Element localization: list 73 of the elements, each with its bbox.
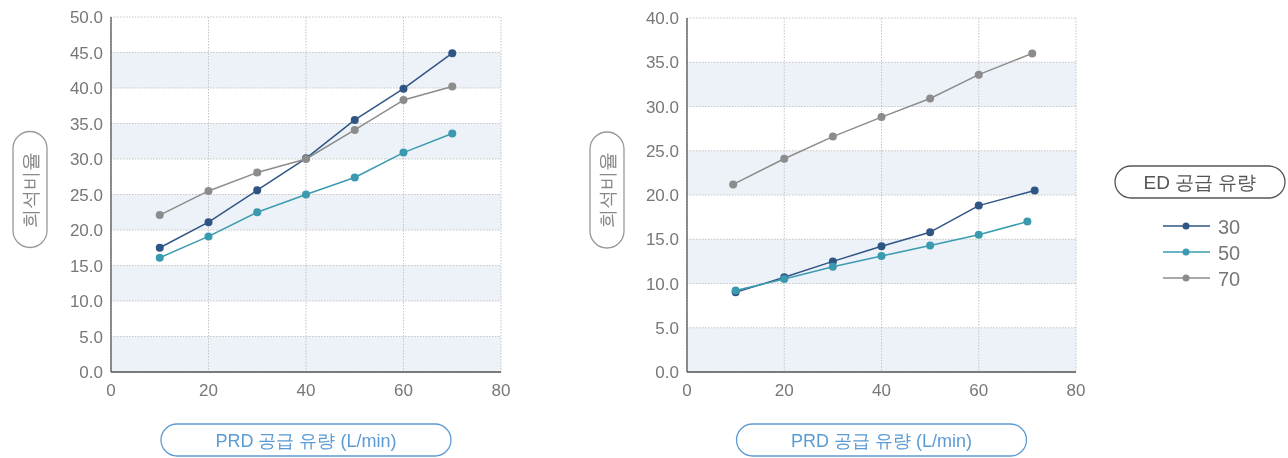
- point: [926, 228, 935, 237]
- y-tick-label: 35.0: [69, 114, 103, 134]
- x-tick-label: 20: [199, 381, 218, 400]
- point: [155, 243, 164, 252]
- point: [926, 241, 935, 250]
- point: [350, 115, 359, 124]
- x-tick-label: 60: [394, 381, 413, 400]
- x-tick-label: 80: [1066, 381, 1086, 400]
- y-tick-label: 15.0: [69, 256, 103, 276]
- y-tick-label: 45.0: [69, 43, 103, 63]
- x-tick-label: 0: [106, 381, 116, 400]
- y-tick-label: 30.0: [645, 97, 679, 117]
- legend-label: 30: [1218, 216, 1241, 238]
- y-tick-label: 5.0: [79, 327, 103, 347]
- y-tick-label: 30.0: [69, 150, 103, 169]
- point: [828, 132, 837, 141]
- point: [1030, 186, 1039, 195]
- y-tick-label: 25.0: [645, 141, 679, 161]
- point: [204, 218, 213, 227]
- y-tick-label: 40.0: [645, 9, 679, 28]
- point: [729, 180, 738, 189]
- point: [448, 82, 457, 91]
- point: [155, 253, 164, 262]
- legend-label: 50: [1218, 242, 1241, 264]
- x-tick-label: 20: [774, 381, 794, 400]
- point: [399, 148, 408, 157]
- x-tick-label: 40: [872, 381, 891, 400]
- point: [204, 186, 213, 195]
- point: [253, 186, 262, 195]
- x-tick-label: 60: [969, 381, 989, 400]
- y-tick-label: 5.0: [655, 318, 679, 338]
- point: [448, 129, 457, 138]
- point: [974, 201, 983, 210]
- x-axis-title: PRD 공급 유량 (L/min): [215, 431, 397, 451]
- point: [253, 208, 262, 217]
- point: [877, 113, 886, 122]
- point: [448, 49, 457, 58]
- y-axis-title: 희석비율: [597, 152, 618, 228]
- y-tick-label: 40.0: [69, 79, 103, 98]
- x-tick-label: 80: [491, 381, 511, 400]
- point: [302, 190, 310, 199]
- point: [155, 211, 164, 220]
- point: [1023, 217, 1032, 226]
- y-tick-label: 20.0: [69, 221, 103, 240]
- point: [1028, 49, 1037, 58]
- point: [253, 168, 262, 177]
- y-tick-label: 0.0: [655, 363, 679, 382]
- point: [399, 84, 408, 93]
- y-axis-title: 희석비율: [20, 151, 41, 228]
- point: [350, 125, 359, 134]
- point: [828, 262, 837, 271]
- point: [974, 70, 983, 79]
- point: [877, 252, 886, 261]
- y-tick-label: 0.0: [79, 363, 103, 382]
- legend-title: ED 공급 유량: [1143, 172, 1257, 193]
- y-tick-label: 35.0: [645, 53, 679, 73]
- y-tick-label: 25.0: [69, 185, 103, 205]
- point: [350, 173, 359, 182]
- point: [204, 232, 213, 241]
- y-tick-label: 10.0: [69, 292, 103, 311]
- x-tick-label: 40: [296, 381, 316, 400]
- point: [926, 94, 935, 103]
- x-tick-label: 0: [682, 381, 692, 400]
- point: [974, 230, 983, 239]
- y-tick-label: 15.0: [645, 230, 679, 250]
- point: [399, 96, 408, 105]
- y-tick-label: 20.0: [645, 186, 679, 205]
- y-tick-label: 50.0: [69, 8, 103, 27]
- x-axis-title: PRD 공급 유량 (L/min): [790, 431, 973, 451]
- y-tick-label: 10.0: [645, 274, 679, 294]
- point: [877, 242, 886, 251]
- point: [780, 154, 789, 163]
- legend-label: 70: [1218, 268, 1241, 290]
